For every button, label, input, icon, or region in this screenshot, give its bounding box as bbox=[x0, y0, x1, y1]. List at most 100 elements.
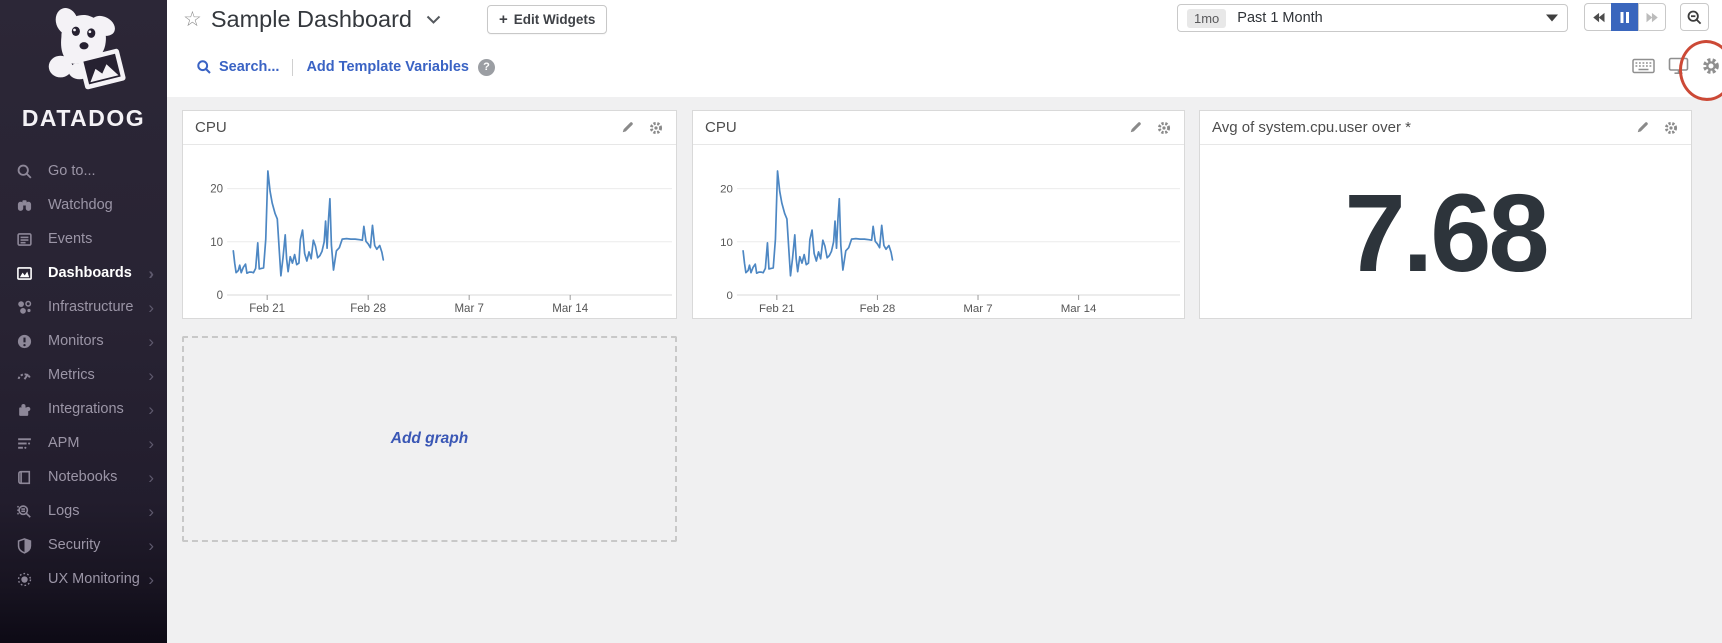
widget-title: CPU bbox=[195, 119, 227, 136]
widget-title: Avg of system.cpu.user over * bbox=[1212, 119, 1411, 136]
plus-icon: + bbox=[499, 10, 508, 28]
add-template-variables-link[interactable]: Add Template Variables bbox=[306, 59, 469, 75]
svg-text:Mar 7: Mar 7 bbox=[454, 303, 483, 315]
page-title: Sample Dashboard bbox=[210, 5, 413, 32]
widget-title: CPU bbox=[705, 119, 737, 136]
sidebar-item-label: Monitors bbox=[48, 333, 104, 349]
sidebar-item-label: Security bbox=[48, 537, 101, 553]
toolbar-divider bbox=[292, 58, 294, 76]
sidebar-item-label: UX Monitoring bbox=[48, 571, 140, 587]
zoom-out-button[interactable] bbox=[1680, 3, 1709, 31]
datadog-logo[interactable]: DATADOG bbox=[0, 0, 167, 132]
sidebar-item-apm[interactable]: APM › bbox=[0, 426, 167, 460]
chevron-right-icon: › bbox=[148, 467, 154, 487]
binoculars-icon bbox=[15, 196, 33, 214]
time-forward-button[interactable] bbox=[1638, 3, 1666, 31]
chevron-right-icon: › bbox=[148, 569, 154, 589]
search-link[interactable]: Search... bbox=[219, 59, 280, 75]
edit-pencil-icon[interactable] bbox=[1128, 120, 1143, 135]
events-list-icon bbox=[15, 230, 33, 248]
edit-pencil-icon[interactable] bbox=[1635, 120, 1650, 135]
svg-text:0: 0 bbox=[727, 290, 733, 302]
sidebar-item-watchdog[interactable]: Watchdog bbox=[0, 188, 167, 222]
chevron-right-icon: › bbox=[148, 501, 154, 521]
sidebar-item-logs[interactable]: Logs › bbox=[0, 494, 167, 528]
logs-search-icon bbox=[15, 502, 33, 520]
dashboard-toolbar: Search... Add Template Variables ? bbox=[196, 56, 495, 78]
pause-button[interactable] bbox=[1611, 3, 1639, 31]
tv-mode-icon[interactable] bbox=[1668, 57, 1689, 75]
gauge-icon bbox=[15, 366, 33, 384]
widget-gear-icon[interactable] bbox=[1156, 120, 1172, 136]
sidebar-item-dashboards[interactable]: Dashboards › bbox=[0, 256, 167, 290]
shield-icon bbox=[15, 536, 33, 554]
ux-target-icon bbox=[15, 570, 33, 588]
dashboards-chart-icon bbox=[15, 264, 33, 282]
sidebar-item-label: Integrations bbox=[48, 401, 124, 417]
chevron-right-icon: › bbox=[148, 399, 154, 419]
widget-header: CPU bbox=[693, 111, 1184, 145]
sidebar-item-label: APM bbox=[48, 435, 80, 451]
chevron-right-icon: › bbox=[148, 263, 154, 283]
favorite-star-icon[interactable]: ☆ bbox=[183, 7, 202, 31]
widget-cpu-1: CPU 0 10 20 Feb 21 Feb 28 Mar 7 Mar 14 bbox=[182, 110, 677, 319]
time-backward-button[interactable] bbox=[1584, 3, 1612, 31]
notebook-icon bbox=[15, 468, 33, 486]
time-range-selector[interactable]: 1mo Past 1 Month bbox=[1177, 4, 1568, 32]
sidebar-item-integrations[interactable]: Integrations › bbox=[0, 392, 167, 426]
search-icon[interactable] bbox=[196, 59, 212, 75]
query-value: 7.68 bbox=[1344, 171, 1549, 295]
add-graph-dropzone[interactable]: Add graph bbox=[182, 336, 677, 542]
svg-text:10: 10 bbox=[720, 237, 733, 249]
time-range-badge: 1mo bbox=[1187, 8, 1227, 28]
widget-header: Avg of system.cpu.user over * bbox=[1200, 111, 1691, 145]
widget-query-value: Avg of system.cpu.user over * 7.68 bbox=[1199, 110, 1692, 319]
search-icon bbox=[15, 162, 33, 180]
svg-text:20: 20 bbox=[210, 184, 223, 196]
infrastructure-cluster-icon bbox=[15, 298, 33, 316]
dashboard-title-row: ☆ Sample Dashboard + Edit Widgets bbox=[183, 2, 608, 36]
chevron-right-icon: › bbox=[148, 297, 154, 317]
keyboard-shortcuts-icon[interactable] bbox=[1632, 58, 1655, 74]
svg-text:Feb 21: Feb 21 bbox=[759, 303, 795, 315]
sidebar-item-label: Notebooks bbox=[48, 469, 118, 485]
datadog-dog-icon bbox=[48, 8, 126, 90]
edit-widgets-button[interactable]: + Edit Widgets bbox=[487, 4, 608, 34]
svg-text:Feb 21: Feb 21 bbox=[249, 303, 285, 315]
sidebar-item-label: Dashboards bbox=[48, 265, 132, 281]
sidebar-item-ux-monitoring[interactable]: UX Monitoring › bbox=[0, 562, 167, 596]
title-chevron-down-icon[interactable] bbox=[426, 12, 441, 30]
svg-text:Feb 28: Feb 28 bbox=[860, 303, 896, 315]
sidebar-item-go-to[interactable]: Go to... bbox=[0, 154, 167, 188]
edit-pencil-icon[interactable] bbox=[620, 120, 635, 135]
time-range-label: Past 1 Month bbox=[1237, 10, 1323, 26]
sidebar-item-security[interactable]: Security › bbox=[0, 528, 167, 562]
chevron-right-icon: › bbox=[148, 331, 154, 351]
sidebar-item-label: Logs bbox=[48, 503, 80, 519]
cpu-line-chart[interactable]: 0 10 20 Feb 21 Feb 28 Mar 7 Mar 14 bbox=[693, 145, 1184, 321]
sidebar-item-notebooks[interactable]: Notebooks › bbox=[0, 460, 167, 494]
widget-gear-icon[interactable] bbox=[1663, 120, 1679, 136]
widget-cpu-2: CPU 0 10 20 Feb 21 Feb 28 Mar 7 Mar 14 bbox=[692, 110, 1185, 319]
settings-gear-icon[interactable] bbox=[1701, 56, 1721, 76]
edit-widgets-label: Edit Widgets bbox=[513, 11, 596, 27]
dashboard-canvas: CPU 0 10 20 Feb 21 Feb 28 Mar 7 Mar 14 CPU bbox=[167, 97, 1722, 643]
sidebar-item-monitors[interactable]: Monitors › bbox=[0, 324, 167, 358]
svg-text:10: 10 bbox=[210, 237, 223, 249]
widget-gear-icon[interactable] bbox=[648, 120, 664, 136]
sidebar-item-events[interactable]: Events bbox=[0, 222, 167, 256]
sidebar-nav: Go to... Watchdog Events Dashboards bbox=[0, 154, 167, 596]
puzzle-icon bbox=[15, 400, 33, 418]
help-icon[interactable]: ? bbox=[477, 58, 495, 76]
sidebar-item-infrastructure[interactable]: Infrastructure › bbox=[0, 290, 167, 324]
svg-text:20: 20 bbox=[720, 184, 733, 196]
brand-wordmark: DATADOG bbox=[21, 105, 146, 131]
add-graph-label: Add graph bbox=[390, 430, 469, 447]
svg-text:Mar 14: Mar 14 bbox=[1061, 303, 1097, 315]
sidebar-item-label: Events bbox=[48, 231, 93, 247]
sidebar-item-metrics[interactable]: Metrics › bbox=[0, 358, 167, 392]
svg-text:Feb 28: Feb 28 bbox=[350, 303, 386, 315]
widget-header: CPU bbox=[183, 111, 676, 145]
cpu-line-chart[interactable]: 0 10 20 Feb 21 Feb 28 Mar 7 Mar 14 bbox=[183, 145, 676, 321]
